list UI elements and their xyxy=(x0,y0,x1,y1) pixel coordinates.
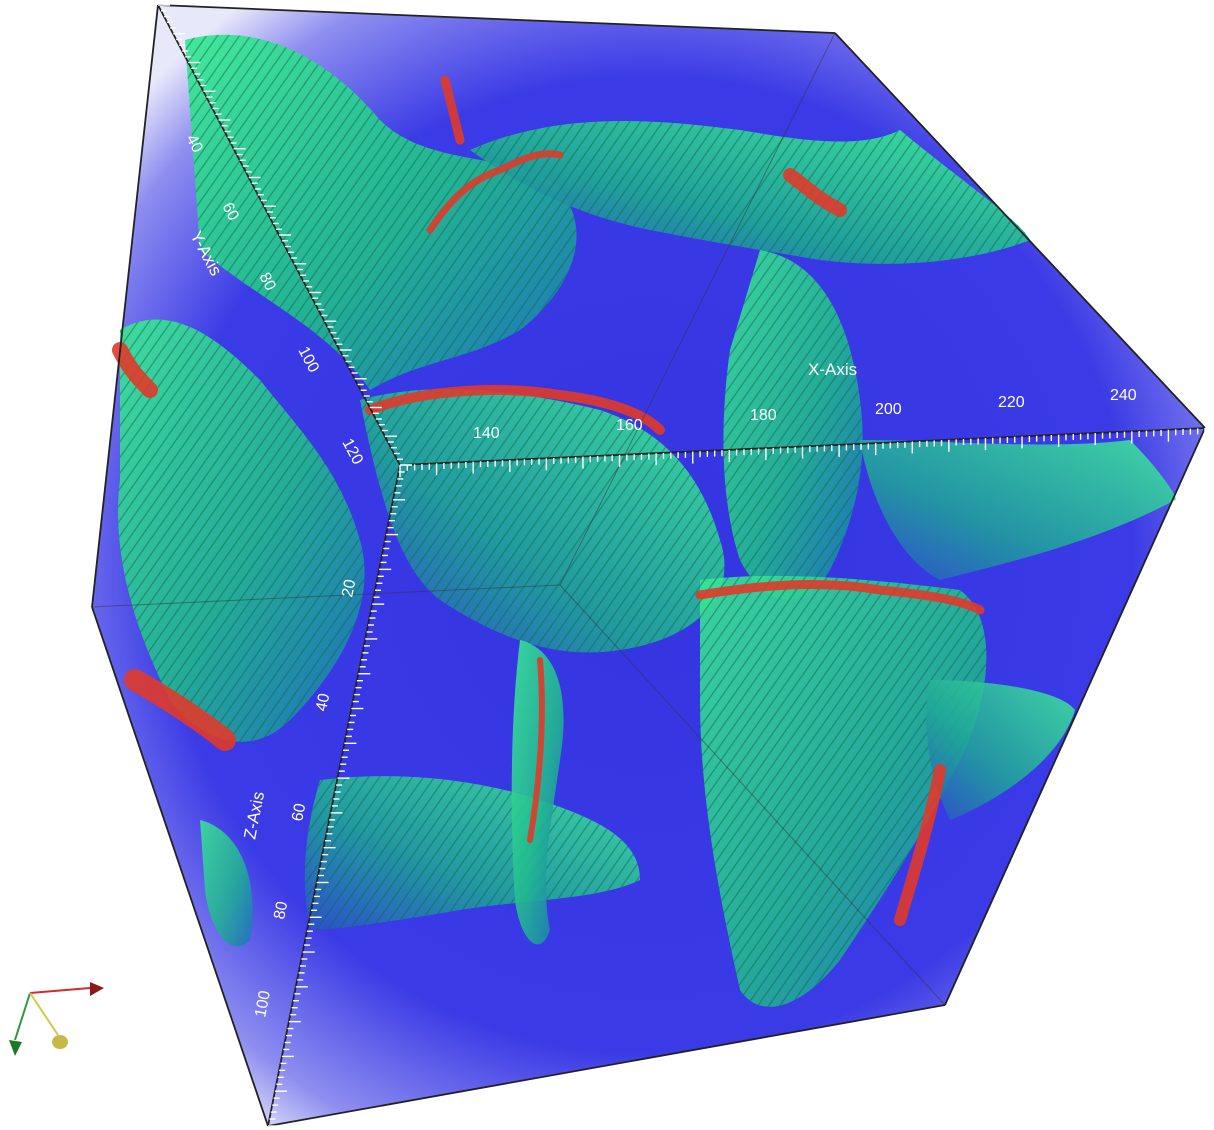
x-tick-label: 180 xyxy=(750,407,777,424)
axis-tick-marks xyxy=(158,4,1206,1127)
y-tick-label: 80 xyxy=(255,270,278,294)
xyz-orientation-icon[interactable] xyxy=(9,982,104,1056)
x-tick-label: 240 xyxy=(1110,387,1137,404)
x-tick-label: 160 xyxy=(616,417,643,434)
x-tick-label: 220 xyxy=(998,394,1025,411)
z-axis-tick-labels: 20 40 60 80 100 xyxy=(252,578,359,1019)
z-tick-label: 60 xyxy=(289,802,309,823)
y-tick-label: 40 xyxy=(182,132,205,156)
z-tick-label: 80 xyxy=(271,900,291,921)
x-axis-tick-labels: 140 160 180 200 220 240 xyxy=(473,387,1137,442)
isosurface-layer xyxy=(118,34,1176,1007)
z-tick-label: 100 xyxy=(252,989,274,1019)
x-axis-title: X-Axis xyxy=(808,360,857,379)
ridge-layer xyxy=(112,75,985,926)
z-tick-label: 20 xyxy=(339,578,359,599)
z-tick-label: 40 xyxy=(313,692,333,713)
x-tick-label: 200 xyxy=(875,401,902,418)
x-tick-label: 140 xyxy=(473,425,500,442)
y-tick-label: 60 xyxy=(218,200,241,224)
